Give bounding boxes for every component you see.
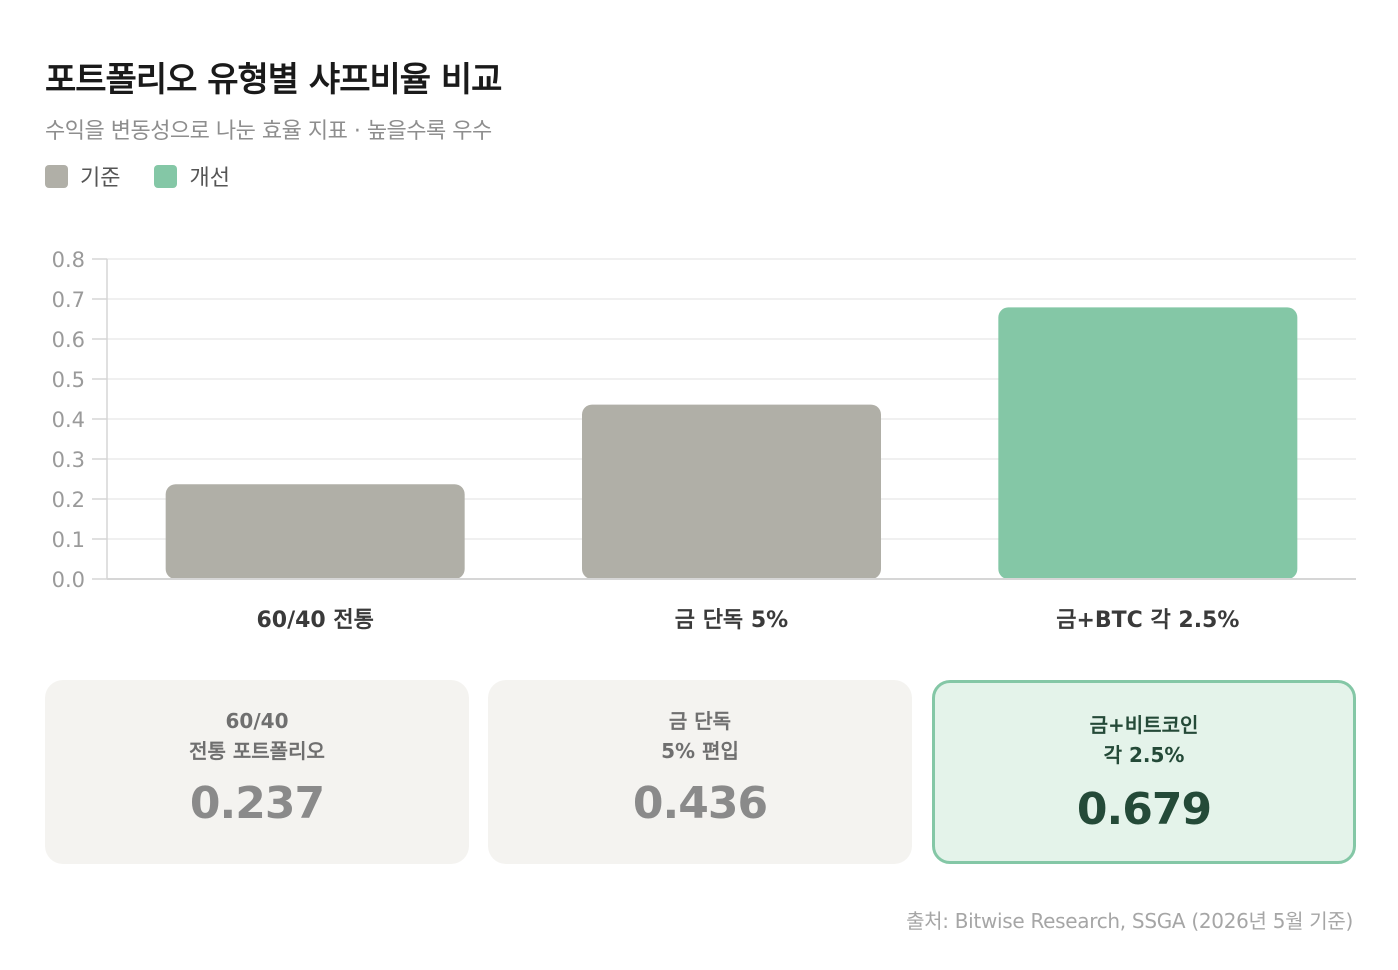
bar-chart: 0.0 0.1 0.2 0.3 0.4 0.5 0.6 0.7 0.8 60/40 전통 금 단독 … <box>52 248 1356 633</box>
summary-card-6040: 60/40 전통 포트폴리오 0.237 <box>45 680 469 864</box>
bar-1 <box>165 484 465 579</box>
legend-swatch-baseline <box>45 164 68 188</box>
legend-label-improved: 개선 <box>189 166 230 191</box>
bar-2 <box>582 404 881 579</box>
summary-card-label: 60/40 전통 포트폴리오 <box>189 709 325 763</box>
y-tick-label: 0.4 <box>52 408 85 432</box>
y-tick-label: 0.5 <box>52 368 85 392</box>
legend-item-improved: 개선 <box>154 160 230 192</box>
summary-card-value: 0.237 <box>189 778 325 829</box>
summary-card-value: 0.436 <box>632 778 768 829</box>
chart-title: 포트폴리오 유형별 샤프비율 비교 <box>45 60 502 100</box>
summary-card-value: 0.679 <box>1076 784 1212 835</box>
y-tick-label: 0.6 <box>52 328 85 352</box>
x-tick-label: 60/40 전통 <box>256 608 373 633</box>
y-tick-label: 0.7 <box>52 288 85 312</box>
legend-label-baseline: 기준 <box>80 166 121 191</box>
y-tick-label: 0.2 <box>52 488 85 512</box>
x-tick-label: 금 단독 5% <box>675 608 788 633</box>
source-note: 출처: Bitwise Research, SSGA (2026년 5월 기준) <box>906 909 1353 933</box>
summary-card-label: 금+비트코인 각 2.5% <box>1089 713 1199 767</box>
y-tick-label: 0.0 <box>52 568 85 592</box>
summary-cards: 60/40 전통 포트폴리오 0.237 금 단독 5% 편입 0.436 금+… <box>45 680 1356 864</box>
y-tick-label: 0.1 <box>52 528 85 552</box>
summary-card-label: 금 단독 5% 편입 <box>661 709 739 763</box>
y-tick-label: 0.8 <box>52 248 85 272</box>
legend: 기준 개선 <box>45 160 264 192</box>
legend-swatch-improved <box>154 164 178 188</box>
summary-card-gold: 금 단독 5% 편입 0.436 <box>488 680 912 864</box>
y-tick-label: 0.3 <box>52 448 85 472</box>
summary-card-gold-btc: 금+비트코인 각 2.5% 0.679 <box>932 680 1356 864</box>
x-tick-label: 금+BTC 각 2.5% <box>1056 608 1239 633</box>
legend-item-baseline: 기준 <box>45 160 120 192</box>
bar-3 <box>998 307 1298 579</box>
chart-subtitle: 수익을 변동성으로 나눈 효율 지표 · 높을수록 우수 <box>45 119 492 144</box>
